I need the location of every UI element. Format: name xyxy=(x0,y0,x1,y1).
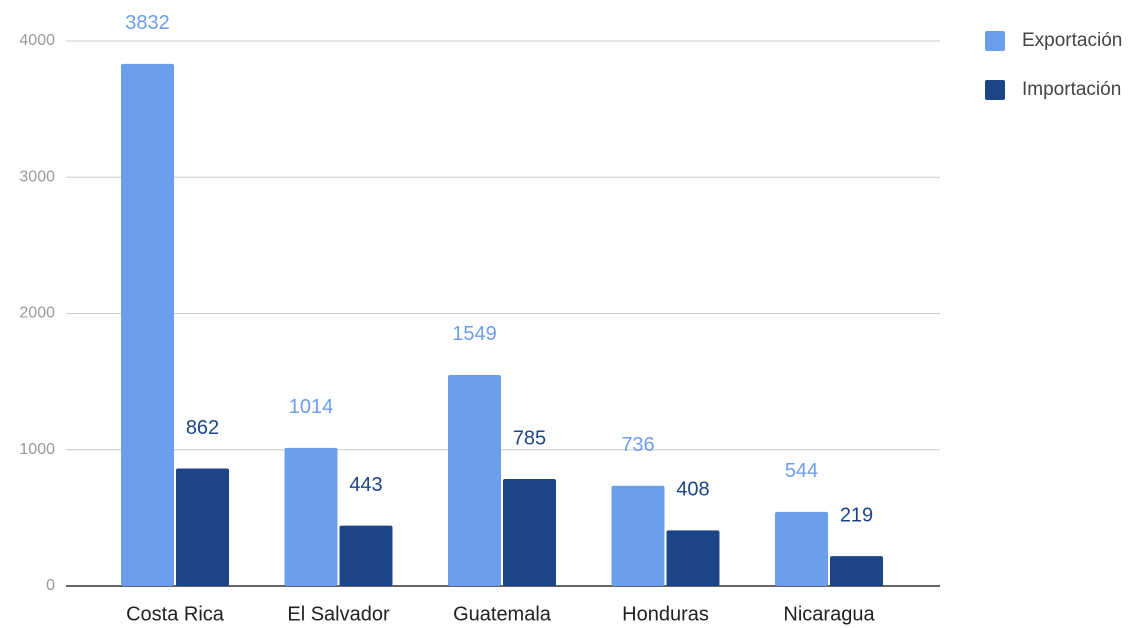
data-label: 785 xyxy=(513,427,546,449)
bar xyxy=(176,468,229,586)
data-label: 544 xyxy=(785,460,818,482)
legend-label: Importación xyxy=(1022,79,1121,100)
data-label: 408 xyxy=(676,479,709,501)
y-tick-label: 4000 xyxy=(19,32,55,49)
data-label: 1549 xyxy=(452,323,497,345)
bar xyxy=(503,479,556,586)
bar xyxy=(121,63,174,586)
bar xyxy=(775,511,828,586)
x-tick-label: Guatemala xyxy=(453,603,552,625)
x-tick-label: El Salvador xyxy=(287,603,390,625)
x-tick-label: Nicaragua xyxy=(783,603,875,625)
bar xyxy=(611,485,665,586)
data-label: 443 xyxy=(349,474,382,496)
legend-swatch xyxy=(985,31,1005,51)
bar xyxy=(830,556,883,586)
data-label: 736 xyxy=(621,434,654,456)
y-tick-label: 2000 xyxy=(19,305,55,322)
y-tick-label: 3000 xyxy=(19,168,55,185)
bar xyxy=(448,374,501,586)
x-tick-label: Honduras xyxy=(622,603,709,625)
legend-label: Exportación xyxy=(1022,30,1122,51)
data-label: 219 xyxy=(840,504,873,526)
legend-swatch xyxy=(985,80,1005,100)
bar xyxy=(284,447,338,586)
bar xyxy=(339,525,393,586)
x-tick-label: Costa Rica xyxy=(126,603,225,625)
y-tick-label: 1000 xyxy=(19,441,55,458)
data-label: 1014 xyxy=(289,396,334,418)
bar xyxy=(666,530,720,586)
data-label: 862 xyxy=(186,417,219,439)
data-label: 3832 xyxy=(125,12,170,34)
y-tick-label: 0 xyxy=(46,577,55,594)
